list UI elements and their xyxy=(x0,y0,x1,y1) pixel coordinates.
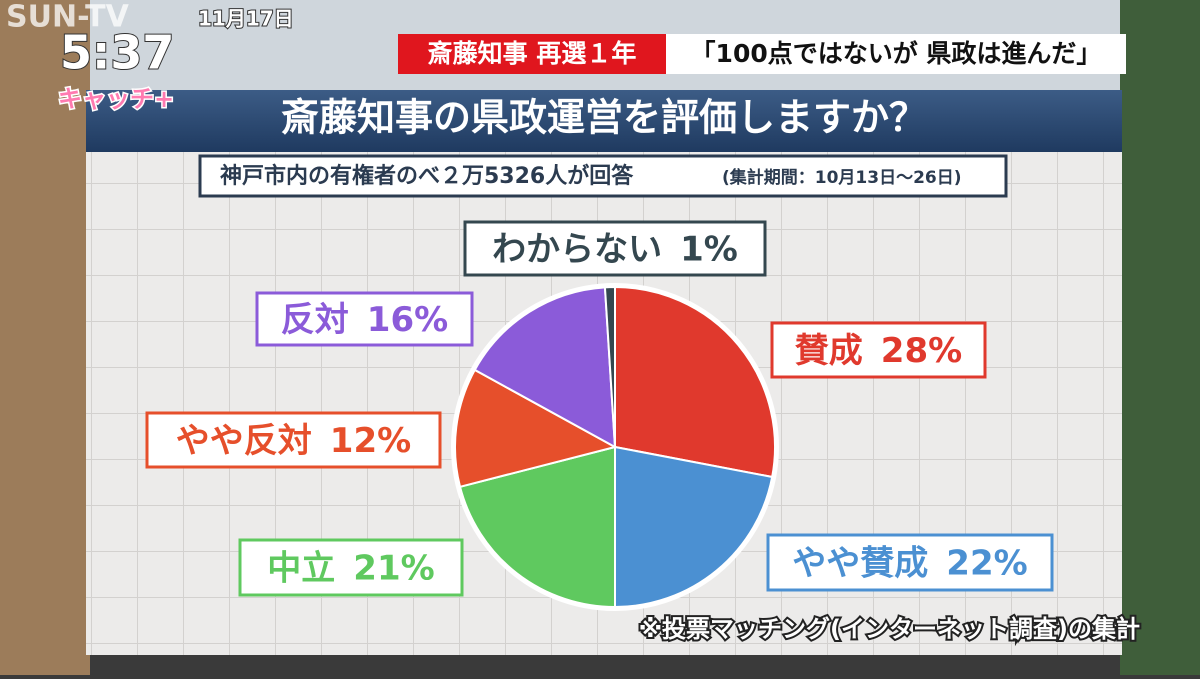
note: ※投票マッチング(インターネット調査)の集計 xyxy=(639,615,1140,643)
topic-box xyxy=(398,34,666,74)
pie xyxy=(451,283,779,611)
category-label: 反対 xyxy=(281,300,349,340)
category-label: やや賛成 xyxy=(792,543,928,583)
value-label: 28% xyxy=(881,331,962,371)
label-box xyxy=(145,411,442,469)
value-label: 16% xyxy=(367,300,448,340)
value-label: 21% xyxy=(353,548,434,588)
labels: 賛成 28% やや賛成 22% 中立 21% やや反対 12% 反対 16% わからない 1% xyxy=(145,220,1054,597)
label-box xyxy=(766,533,1054,592)
subtitle: 神戸市内の有権者のべ２万5326人が回答 xyxy=(220,163,634,189)
label-box xyxy=(770,321,987,379)
label: やや賛成 22% xyxy=(792,543,1027,583)
value-label: 1% xyxy=(680,229,738,269)
headline-box xyxy=(666,34,1126,74)
date: 11月17日 xyxy=(198,7,294,31)
program-logo: キャッチ+ xyxy=(58,85,174,113)
subtitle-box xyxy=(198,154,1008,198)
value-label: 12% xyxy=(330,421,411,461)
value-label: 22% xyxy=(946,543,1027,583)
category-label: 中立 xyxy=(267,548,335,588)
label: わからない 1% xyxy=(492,229,738,269)
label: やや反対 12% xyxy=(176,421,411,461)
label: 中立 21% xyxy=(267,548,434,588)
channel: SUN-TV xyxy=(6,0,130,35)
label-box xyxy=(238,538,464,597)
topic: 斎藤知事 再選１年 xyxy=(428,39,637,68)
label-box xyxy=(463,220,767,277)
label: 賛成 28% xyxy=(795,331,962,371)
pie-slice xyxy=(614,445,774,609)
pie-rim xyxy=(451,283,779,611)
chart-title: 斎藤知事の県政運営を評価しますか？ xyxy=(281,95,927,140)
pie-slice xyxy=(458,445,616,609)
studio-left xyxy=(0,0,90,675)
studio-right xyxy=(1120,0,1200,675)
title-banner xyxy=(86,90,1122,152)
headline: 「100点ではないが 県政は進んだ」 xyxy=(691,39,1102,68)
clock: 5:37 xyxy=(60,26,174,80)
label-box xyxy=(255,291,474,347)
pie-slice xyxy=(454,368,618,489)
period: (集計期間：10月13日～26日) xyxy=(722,167,962,188)
label: 反対 16% xyxy=(281,300,448,340)
pie-slice xyxy=(473,286,617,449)
pie-slice xyxy=(614,285,776,479)
category-label: わからない xyxy=(492,229,662,269)
category-label: やや反対 xyxy=(176,421,312,461)
category-label: 賛成 xyxy=(795,331,863,371)
